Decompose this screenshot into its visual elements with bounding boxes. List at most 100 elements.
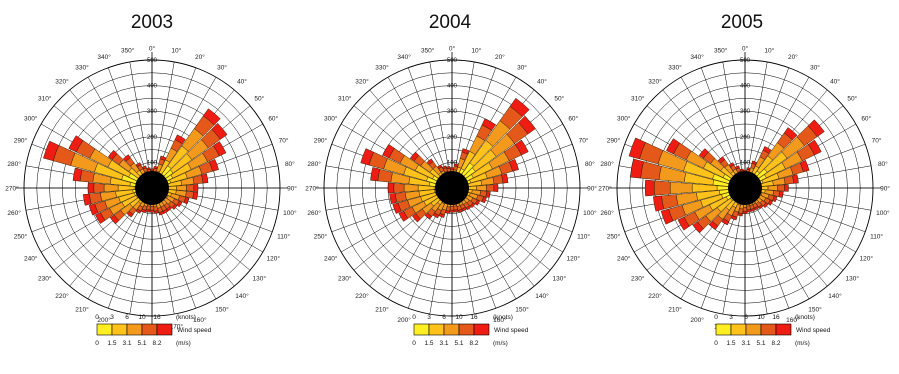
rose-bar-segment — [393, 183, 405, 193]
legend-knots-tick: 0 — [412, 314, 416, 321]
rose-bar-segment — [474, 199, 481, 206]
spoke — [458, 198, 517, 299]
rose-bar-segment — [213, 141, 227, 157]
rose-bar-segment — [183, 197, 190, 205]
legend-swatch — [96, 323, 113, 336]
direction-label: 140° — [235, 292, 249, 300]
chart-title: 2003 — [131, 12, 173, 33]
rose-bar-segment — [153, 166, 158, 170]
rose-bar-segment — [653, 180, 671, 196]
rose-bar-segment — [728, 162, 735, 168]
legend-knots-unit: (knots) — [176, 314, 196, 321]
direction-label: 130° — [253, 274, 267, 282]
spoke — [680, 77, 739, 178]
direction-label: 50° — [254, 95, 264, 103]
rose-bar-segment — [730, 215, 738, 221]
chart-title: 2005 — [721, 12, 763, 33]
direction-label: 90° — [287, 185, 297, 193]
direction-label: 70° — [872, 137, 882, 145]
rose-bar-segment — [450, 167, 454, 170]
calm-centre — [435, 171, 469, 205]
rose-bar-segment — [389, 193, 398, 205]
spoke — [153, 61, 175, 176]
legend-swatch — [775, 323, 792, 336]
radial-tick-label: 400 — [447, 84, 458, 90]
radial-tick-label: 100 — [447, 160, 458, 166]
direction-label: 10° — [471, 47, 481, 55]
direction-label: 60° — [861, 115, 871, 123]
direction-label: 350° — [714, 47, 728, 55]
rose-bar-segment — [777, 184, 785, 192]
calm-centre — [135, 171, 169, 205]
direction-label: 140° — [535, 292, 549, 300]
radial-tick-label: 500 — [147, 58, 158, 64]
legend-knots-tick: 16 — [153, 314, 161, 321]
rose-bar-segment — [445, 210, 451, 214]
legend-ms-tick: 3.1 — [122, 340, 131, 347]
legend-ms-tick: 0 — [95, 340, 99, 347]
direction-label: 170° — [170, 322, 184, 330]
legend-swatch — [141, 323, 158, 336]
legend-knots-tick: 10 — [455, 314, 463, 321]
rose-bar-segment — [135, 162, 142, 168]
direction-label: 240° — [324, 255, 338, 263]
legend-ms-unit: (m/s) — [795, 340, 810, 347]
rose-bar-segment — [387, 182, 395, 194]
spoke — [461, 196, 551, 271]
direction-label: 280° — [307, 160, 321, 168]
direction-label: 150° — [808, 306, 822, 314]
rose-bar-segment — [660, 208, 674, 225]
rose-bar-segment — [461, 148, 470, 155]
direction-label: 110° — [870, 232, 883, 240]
legend-ms-tick: 1.5 — [107, 340, 116, 347]
rose-bar-segment — [630, 158, 644, 179]
legend-ms-tick: 8.2 — [152, 340, 161, 347]
legend-ms-tick: 5.1 — [137, 340, 146, 347]
rose-bar-segment — [150, 168, 154, 171]
rose-bar-segment — [135, 208, 142, 214]
rose-bar-segment — [453, 209, 459, 213]
legend-ms-tick: 8.2 — [771, 340, 780, 347]
rose-bar-segment — [514, 139, 529, 156]
rose-bar-segment — [453, 163, 459, 167]
rose-bar-segment — [481, 118, 496, 131]
legend-knots-tick: 3 — [110, 314, 114, 321]
rose-bar-segment — [186, 184, 195, 192]
rose-bar-segment — [784, 184, 789, 192]
direction-label: 230° — [38, 274, 52, 282]
spoke — [87, 198, 146, 299]
spoke — [161, 196, 251, 271]
rose-bar-segment — [762, 146, 772, 154]
rose-bar-segment — [628, 137, 646, 160]
direction-label: 290° — [607, 137, 621, 145]
radial-tick-label: 400 — [147, 84, 158, 90]
direction-label: 330° — [75, 63, 89, 71]
direction-label: 300° — [24, 115, 38, 123]
radial-tick-label: 100 — [147, 160, 158, 166]
spoke — [749, 199, 790, 309]
rose-bar-segment — [437, 164, 443, 170]
direction-label: 50° — [847, 95, 857, 103]
direction-label: 240° — [617, 255, 631, 263]
radial-tick-label: 200 — [740, 135, 751, 141]
spoke — [460, 197, 535, 287]
spoke — [462, 194, 563, 253]
rose-bar-segment — [176, 184, 187, 192]
legend-ms-tick: 1.5 — [424, 340, 433, 347]
direction-label: 30° — [517, 63, 527, 71]
legend: 0 3 6 10 16 (knots) Wind speed 0 1.5 3.1 5.1 8.2 (m/… — [95, 314, 212, 347]
spoke — [407, 199, 448, 309]
rose-bar-segment — [758, 204, 764, 210]
rose-bar-segment — [412, 213, 421, 223]
direction-label: 20° — [788, 53, 798, 61]
direction-label: 110° — [277, 232, 290, 240]
direction-label: 150° — [215, 306, 229, 314]
spoke — [407, 67, 448, 177]
legend-swatch — [156, 323, 173, 336]
legend: 0 3 6 10 16 (knots) Wind speed 0 1.5 3.1 5.1 8.2 (m/… — [714, 314, 831, 347]
spoke — [751, 198, 810, 299]
